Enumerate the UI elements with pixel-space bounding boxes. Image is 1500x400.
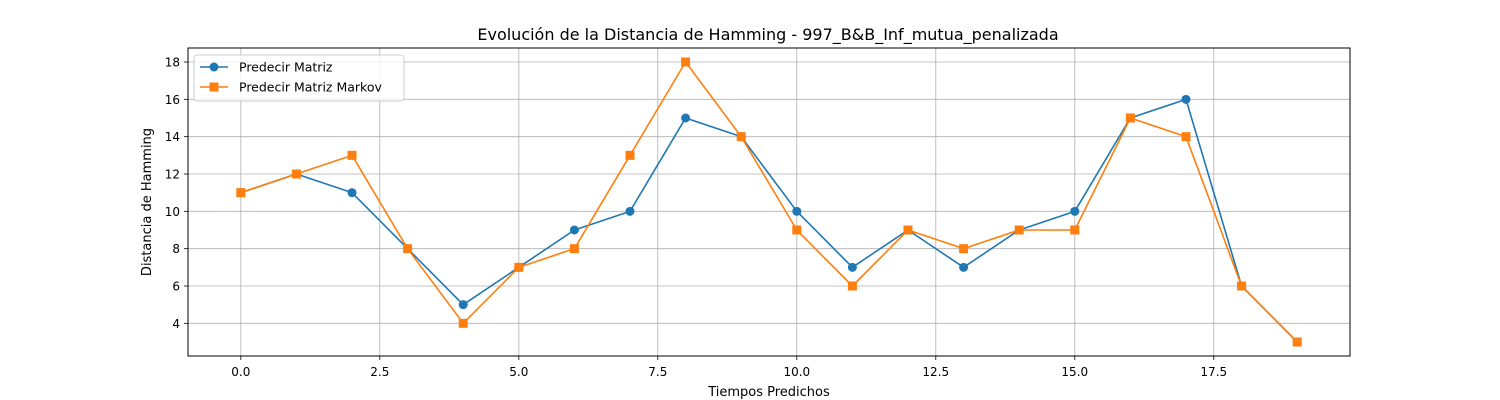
y-tick-label: 16 bbox=[165, 93, 180, 107]
y-axis-label: Distancia de Hamming bbox=[140, 128, 155, 276]
y-tick-label: 10 bbox=[165, 205, 180, 219]
data-point bbox=[903, 225, 913, 235]
data-point bbox=[681, 57, 691, 67]
series-line bbox=[240, 98, 1298, 343]
legend-box bbox=[193, 54, 405, 102]
data-point bbox=[1070, 206, 1080, 216]
x-tick-label: 5.0 bbox=[509, 365, 528, 379]
y-tick-label: 14 bbox=[165, 130, 180, 144]
data-point bbox=[959, 262, 969, 272]
data-point bbox=[625, 206, 635, 216]
x-tick-label: 12.5 bbox=[922, 365, 949, 379]
legend-label: Predecir Matriz bbox=[239, 60, 333, 75]
legend-entry: Predecir Matriz bbox=[200, 60, 333, 75]
data-point bbox=[1181, 132, 1191, 142]
data-point bbox=[458, 318, 468, 328]
plot-frame bbox=[187, 47, 1351, 357]
y-tick-label: 4 bbox=[172, 317, 180, 331]
data-point bbox=[1237, 281, 1247, 291]
data-point bbox=[1070, 225, 1080, 235]
data-point bbox=[1181, 94, 1191, 104]
x-tick-label: 10.0 bbox=[783, 365, 810, 379]
data-point bbox=[347, 150, 357, 160]
legend-entry: Predecir Matriz Markov bbox=[200, 80, 382, 95]
series-2 bbox=[236, 57, 1302, 347]
legend-label: Predecir Matriz Markov bbox=[239, 80, 382, 95]
data-point bbox=[959, 244, 969, 254]
x-tick-label: 0.0 bbox=[231, 365, 250, 379]
legend-swatch-marker bbox=[209, 62, 219, 72]
data-point bbox=[1014, 225, 1024, 235]
data-point bbox=[681, 113, 691, 123]
data-point bbox=[569, 225, 579, 235]
x-tick-label: 15.0 bbox=[1061, 365, 1088, 379]
ticks: 0.0 2.5 5.0 7.5 10.0 12.5 15.0 17.5 4 6 8 10 12 14 16 1… bbox=[165, 56, 1227, 380]
y-tick-label: 12 bbox=[165, 168, 180, 182]
data-point bbox=[792, 225, 802, 235]
x-tick-label: 2.5 bbox=[370, 365, 389, 379]
x-tick-label: 17.5 bbox=[1200, 365, 1227, 379]
data-point bbox=[347, 188, 357, 198]
legend-swatch-marker bbox=[209, 82, 219, 92]
x-axis-label: Tiempos Predichos bbox=[707, 385, 830, 400]
data-point bbox=[625, 150, 635, 160]
series-group bbox=[236, 57, 1302, 347]
y-tick-label: 18 bbox=[165, 56, 180, 70]
y-tick-label: 6 bbox=[172, 280, 180, 294]
data-point bbox=[458, 300, 468, 310]
series-line bbox=[240, 61, 1298, 343]
y-tick-label: 8 bbox=[172, 242, 180, 256]
data-point bbox=[569, 244, 579, 254]
data-point bbox=[291, 169, 301, 179]
data-point bbox=[1125, 113, 1135, 123]
chart-title: Evolución de la Distancia de Hamming - 9… bbox=[477, 25, 1058, 45]
data-point bbox=[847, 281, 857, 291]
data-point bbox=[236, 188, 246, 198]
data-point bbox=[403, 244, 413, 254]
data-point bbox=[514, 262, 524, 272]
data-point bbox=[736, 132, 746, 142]
data-point bbox=[847, 262, 857, 272]
data-point bbox=[1292, 337, 1302, 347]
x-tick-label: 7.5 bbox=[648, 365, 667, 379]
legend: Predecir Matriz Predecir Matriz Markov bbox=[193, 54, 405, 102]
data-point bbox=[792, 206, 802, 216]
